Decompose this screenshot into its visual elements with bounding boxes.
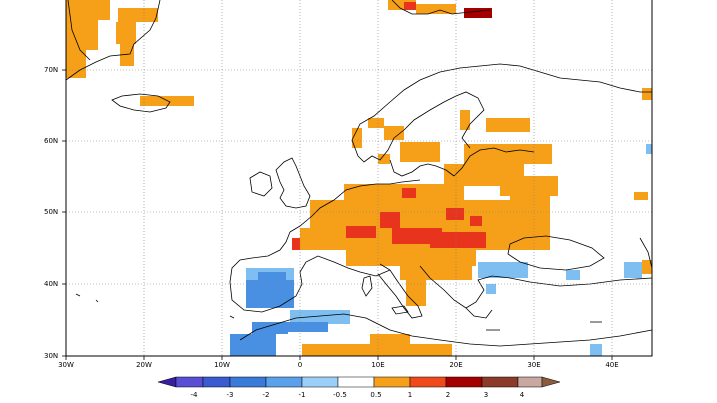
colorbar-segment bbox=[481, 376, 519, 388]
latitude-labels: 70N 60N 50N 40N 30N bbox=[44, 66, 58, 360]
colorbar-labels: -4 -3 -2 -1 -0.5 0.5 1 2 3 4 bbox=[191, 391, 525, 399]
colorbar-segment bbox=[229, 376, 267, 388]
lat-label: 50N bbox=[44, 208, 58, 216]
lat-label: 60N bbox=[44, 137, 58, 145]
colorbar-tick: -3 bbox=[227, 391, 234, 399]
colorbar-tick: -1 bbox=[299, 391, 306, 399]
colorbar-tick: -4 bbox=[191, 391, 199, 399]
colorbar-tick: 0.5 bbox=[370, 391, 381, 399]
lon-label: 30W bbox=[58, 361, 74, 369]
colorbar-segment bbox=[517, 376, 543, 388]
colorbar-segment bbox=[337, 376, 375, 388]
colorbar-segment bbox=[202, 376, 231, 388]
lon-label: 20W bbox=[136, 361, 152, 369]
lat-label: 30N bbox=[44, 352, 58, 360]
colorbar-tick: -2 bbox=[263, 391, 270, 399]
colorbar-segment bbox=[373, 376, 411, 388]
colorbar-tick: 2 bbox=[446, 391, 450, 399]
lat-label: 40N bbox=[44, 280, 58, 288]
lon-label: 20E bbox=[449, 361, 462, 369]
lat-label: 70N bbox=[44, 66, 58, 74]
colorbar-segment bbox=[301, 376, 339, 388]
colorbar bbox=[157, 376, 561, 388]
colorbar-segment bbox=[175, 376, 204, 388]
coastline bbox=[65, 0, 653, 347]
colorbar-arrow-left bbox=[157, 376, 177, 388]
lon-label: 40E bbox=[605, 361, 618, 369]
colorbar-arrow-right bbox=[541, 376, 561, 388]
lon-label: 10W bbox=[214, 361, 230, 369]
lon-label: 0 bbox=[298, 361, 302, 369]
colorbar-segment bbox=[445, 376, 483, 388]
anomaly-cells bbox=[66, 0, 652, 356]
lon-label: 10E bbox=[371, 361, 384, 369]
colorbar-tick: 3 bbox=[484, 391, 488, 399]
colorbar-tick: 4 bbox=[520, 391, 525, 399]
graticule bbox=[66, 0, 652, 356]
lon-label: 30E bbox=[527, 361, 540, 369]
colorbar-tick: -0.5 bbox=[333, 391, 347, 399]
map-frame bbox=[65, 0, 653, 357]
colorbar-segment bbox=[409, 376, 447, 388]
colorbar-segment bbox=[265, 376, 303, 388]
colorbar-tick: 1 bbox=[408, 391, 412, 399]
longitude-labels: 30W 20W 10W 0 10E 20E 30E 40E bbox=[58, 361, 619, 369]
